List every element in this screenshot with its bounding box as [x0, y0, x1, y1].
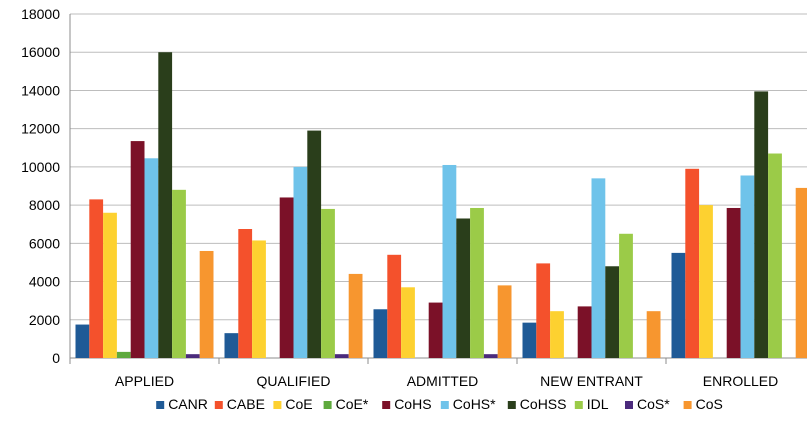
bar: [373, 309, 388, 358]
bar: [307, 130, 322, 358]
bar: [795, 187, 807, 358]
bar: [470, 207, 484, 358]
bar: [605, 266, 620, 358]
bar: [158, 52, 173, 358]
bar: [699, 205, 713, 358]
y-tick-label: 6000: [29, 235, 60, 251]
legend-label: CoS: [696, 396, 723, 412]
bar: [726, 207, 741, 358]
bar: [293, 166, 308, 358]
bar: [130, 141, 145, 358]
bar: [224, 333, 239, 358]
bar: [199, 250, 214, 358]
legend-label: CoHS: [394, 396, 431, 412]
bar: [536, 263, 551, 358]
bar: [550, 311, 564, 358]
bar: [456, 218, 471, 358]
x-category-label: ENROLLED: [703, 373, 778, 389]
bar: [279, 197, 294, 358]
bar: [428, 302, 443, 358]
x-category-label: APPLIED: [115, 373, 174, 389]
bar: [522, 322, 537, 358]
bar: [144, 158, 159, 358]
y-tick-label: 0: [52, 350, 60, 366]
bar: [740, 175, 755, 358]
legend-label: CoHSS: [520, 396, 567, 412]
bar: [619, 233, 633, 358]
legend-swatch: [507, 401, 516, 409]
legend-swatch: [574, 401, 583, 409]
bar: [172, 189, 186, 358]
legend-swatch: [683, 401, 692, 409]
y-tick-label: 2000: [29, 312, 60, 328]
legend-label: CoE*: [336, 396, 369, 412]
legend-swatch: [323, 401, 332, 409]
legend-swatch: [625, 401, 633, 409]
bar: [252, 240, 266, 358]
bar: [497, 285, 512, 358]
legend-swatch: [382, 401, 391, 409]
bar: [185, 354, 200, 358]
bar: [321, 208, 335, 358]
bar: [334, 354, 349, 358]
bar: [401, 287, 415, 358]
y-tick-label: 16000: [21, 44, 60, 60]
bar: [75, 324, 90, 358]
bar: [483, 354, 498, 358]
legend-label: CABE: [227, 396, 265, 412]
bar: [238, 229, 253, 358]
y-tick-label: 18000: [21, 6, 60, 22]
legend-label: CANR: [168, 396, 208, 412]
legend-label: CoE: [285, 396, 312, 412]
bar: [646, 311, 661, 358]
x-category-label: NEW ENTRANT: [540, 373, 643, 389]
bar: [387, 254, 402, 358]
legend-swatch: [156, 401, 165, 409]
bar: [103, 212, 117, 358]
bar: [116, 351, 131, 358]
bar: [591, 178, 606, 358]
bar: [768, 153, 782, 358]
legend-label: CoHS*: [453, 396, 496, 412]
y-tick-label: 4000: [29, 274, 60, 290]
bar: [348, 273, 363, 358]
legend-swatch: [440, 401, 449, 409]
bar: [671, 252, 686, 358]
y-tick-label: 14000: [21, 82, 60, 98]
bar: [442, 164, 457, 358]
legend-label: CoS*: [637, 396, 670, 412]
legend-swatch: [214, 401, 223, 409]
legend-swatch: [273, 401, 282, 409]
y-tick-label: 10000: [21, 159, 60, 175]
bar: [89, 199, 104, 358]
bar: [577, 306, 592, 358]
x-category-label: ADMITTED: [407, 373, 479, 389]
x-category-label: QUALIFIED: [257, 373, 331, 389]
y-tick-label: 12000: [21, 121, 60, 137]
bar: [685, 168, 700, 358]
y-tick-label: 8000: [29, 197, 60, 213]
bar: [754, 91, 769, 359]
legend-label: IDL: [587, 396, 609, 412]
